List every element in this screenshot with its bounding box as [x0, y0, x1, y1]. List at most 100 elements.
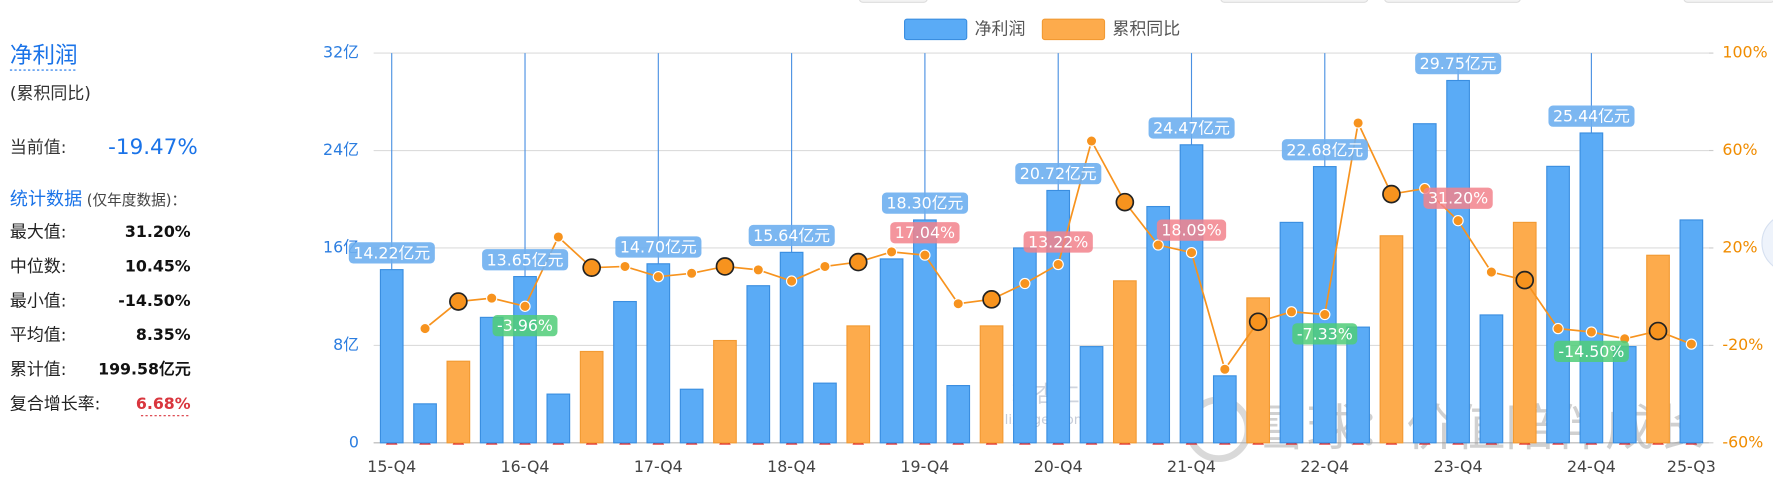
data-label: 25.44亿元 [1553, 107, 1630, 126]
data-label-bg [890, 222, 960, 244]
bar [1013, 247, 1037, 444]
data-label-bg [615, 236, 702, 258]
data-label-bg [748, 224, 835, 247]
data-label: 31.20% [1428, 189, 1488, 208]
bar [1479, 314, 1504, 444]
y2-tick-label: -20% [1722, 335, 1763, 354]
line-point [785, 275, 798, 287]
line-point [1115, 192, 1135, 212]
bar [1379, 235, 1404, 444]
stat-value: -14.50% [118, 291, 191, 310]
data-label: 18.30亿元 [886, 194, 963, 213]
line-point [1352, 117, 1364, 129]
stat-label: 累计值: [10, 359, 67, 379]
top-buttons [858, 0, 1773, 3]
data-label: 14.70亿元 [620, 237, 697, 256]
line-point [519, 300, 531, 312]
bar [479, 316, 504, 444]
line-point [1285, 306, 1298, 318]
panel-title[interactable]: 净利润 [10, 43, 78, 69]
current-label: 当前值: [10, 137, 67, 157]
y-tick-label: 32亿 [323, 43, 359, 62]
bar [546, 393, 571, 444]
bar [646, 263, 671, 444]
line-point [449, 292, 468, 311]
line-point [848, 252, 868, 272]
line-point [419, 322, 431, 335]
line-point [1382, 184, 1401, 204]
line-point [1248, 312, 1268, 332]
bar [1312, 166, 1337, 444]
x-tick-label: 18-Q4 [767, 457, 816, 476]
current-value: -19.47% [108, 135, 198, 160]
x-tick-label: 16-Q4 [501, 457, 550, 476]
data-label: 29.75亿元 [1420, 54, 1497, 73]
data-label: 15.64亿元 [753, 226, 830, 245]
stat-value: 31.20% [125, 222, 191, 241]
stat-label: 中位数: [10, 256, 67, 276]
bar [879, 258, 904, 444]
data-label: 13.22% [1028, 233, 1088, 252]
data-label-bg [1415, 53, 1502, 75]
y2-tick-label: -60% [1722, 432, 1763, 451]
stat-value: 10.45% [125, 257, 191, 276]
line-point [1319, 308, 1331, 321]
stat-label: 最大值: [10, 222, 67, 242]
panel-subtitle: (累积同比) [10, 83, 91, 103]
x-tick-label: 25-Q3 [1667, 457, 1716, 476]
line-point [619, 260, 631, 273]
data-label-bg [1023, 231, 1093, 253]
data-label-bg [1015, 163, 1102, 185]
y2-tick-label: 100% [1722, 43, 1767, 62]
bar [1679, 219, 1704, 444]
bar [913, 219, 937, 444]
line-point [819, 260, 831, 273]
line-point [1685, 338, 1698, 350]
data-label-bg [1423, 187, 1493, 209]
line-point [1515, 270, 1535, 290]
side-button[interactable] [1761, 214, 1773, 273]
bar [679, 388, 704, 444]
bar [713, 339, 737, 444]
data-label: 17.04% [895, 223, 955, 242]
line-point [1085, 135, 1098, 147]
line-point [552, 231, 564, 243]
stat-value: 6.68% [136, 394, 191, 413]
data-label: -3.96% [497, 316, 553, 335]
data-label: 22.68亿元 [1286, 140, 1363, 159]
line-point [652, 271, 664, 283]
x-tick-label: 22-Q4 [1300, 457, 1349, 476]
y-tick-label: 8亿 [333, 335, 359, 354]
line-point [952, 298, 964, 310]
line-point [582, 258, 601, 278]
bar [1179, 144, 1204, 444]
data-label-bg [1548, 105, 1635, 127]
x-tick-label: 15-Q4 [367, 457, 416, 476]
line-point [685, 267, 698, 279]
x-tick-label: 19-Q4 [900, 457, 949, 476]
data-label-bg [492, 315, 558, 337]
stats-title[interactable]: 统计数据 [10, 189, 82, 210]
data-label-bg [881, 192, 969, 214]
bar [613, 300, 637, 444]
bar [946, 385, 971, 444]
x-tick-label: 20-Q4 [1034, 457, 1083, 476]
data-label: 14.22亿元 [353, 243, 430, 262]
data-label-bg [1553, 340, 1629, 362]
stat-label: 平均值: [10, 325, 67, 345]
data-label: -7.33% [1297, 324, 1353, 343]
bar [1546, 165, 1570, 444]
x-tick-label: 21-Q4 [1167, 457, 1216, 476]
stat-value: 8.35% [136, 325, 191, 344]
line-point [1585, 326, 1598, 338]
data-label-bg [1148, 117, 1235, 139]
line-point [1485, 266, 1498, 278]
y-tick-label: 24亿 [323, 140, 359, 159]
line-point [1552, 322, 1564, 335]
data-label: 18.09% [1161, 221, 1221, 240]
y2-tick-label: 20% [1722, 237, 1757, 256]
line-point [1185, 246, 1198, 259]
bar [1212, 375, 1237, 444]
line-point [919, 249, 931, 261]
data-label-bg [1156, 219, 1227, 241]
